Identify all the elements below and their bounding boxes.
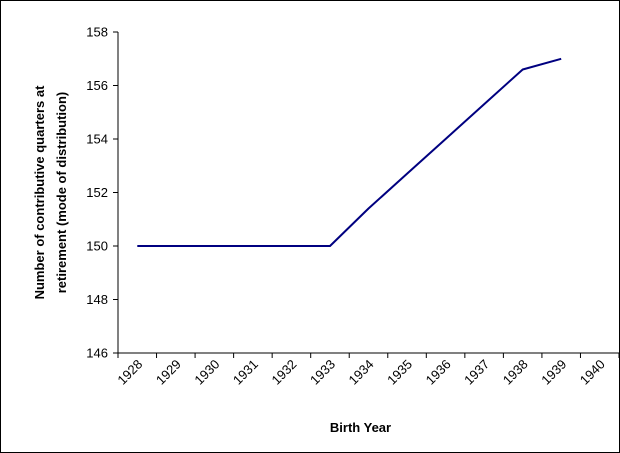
x-tick-label: 1936 (423, 357, 454, 388)
y-tick-label: 158 (86, 25, 108, 40)
axes (117, 32, 619, 354)
y-ticks: 146 148 150 152 154 156 158 (86, 25, 118, 361)
y-tick-label: 150 (86, 239, 108, 254)
x-tick-label: 1933 (307, 357, 338, 388)
y-tick-label: 156 (86, 78, 108, 93)
series-line-0 (137, 57, 562, 247)
y-tick-label: 154 (86, 132, 108, 147)
x-tick-label: 1932 (268, 357, 299, 388)
series-layer (137, 57, 562, 247)
x-tick-label: 1937 (461, 357, 492, 388)
x-tick-label: 1938 (500, 357, 531, 388)
y-axis-title-line-2: retirement (mode of distribution) (54, 92, 69, 294)
y-tick-label: 146 (86, 346, 108, 361)
x-tick-label: 1929 (153, 357, 184, 388)
x-axis-title: Birth Year (330, 420, 391, 435)
x-tick-label: 1931 (230, 357, 261, 388)
y-axis-title-line-1: Number of contributive quarters at (32, 85, 47, 299)
x-tick-label: 1935 (384, 357, 415, 388)
y-tick-label: 152 (86, 185, 108, 200)
x-tick-label: 1939 (538, 357, 569, 388)
x-tick-label: 1928 (114, 357, 145, 388)
y-tick-label: 148 (86, 292, 108, 307)
x-tick-label: 1930 (191, 357, 222, 388)
y-axis-title: Number of contributive quarters at retir… (32, 85, 69, 299)
x-ticks: 1928 1929 1930 1931 1932 1933 1934 1935 1936 1937… (114, 353, 620, 388)
x-tick-label: 1940 (577, 357, 608, 388)
x-tick-label: 1934 (346, 357, 377, 388)
